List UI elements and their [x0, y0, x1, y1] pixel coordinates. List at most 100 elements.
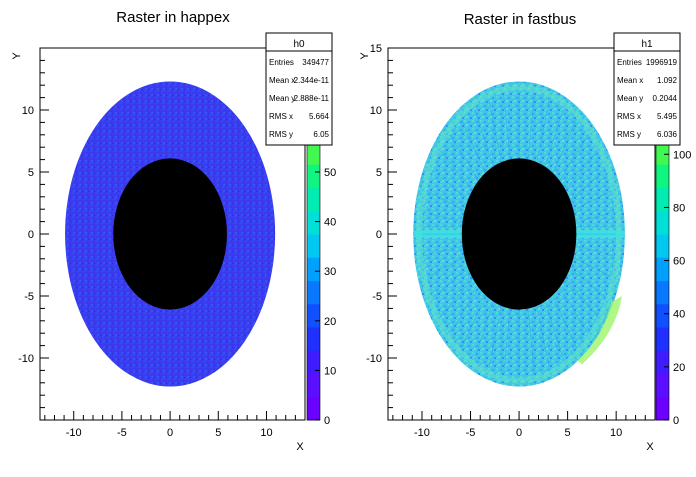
y-tick-label: -5: [372, 291, 382, 303]
colorbar-segment: [307, 164, 320, 188]
colorbar-tick-label: 100: [673, 149, 691, 161]
raster-radial-streak: [422, 211, 463, 223]
panel-fastbus: Raster in fastbus Y X -10 -5 0 5 10 -10 -5 0 5 10…: [359, 11, 691, 453]
raster-hot-region: [577, 296, 622, 365]
raster-radial-streak: [426, 257, 465, 278]
chart-title-fastbus: Raster in fastbus: [464, 11, 577, 28]
colorbar-tick-label: 40: [324, 217, 336, 229]
stats-value: 5.495: [657, 112, 678, 121]
colorbar-segment: [656, 164, 669, 188]
stats-value: 0.2044: [653, 94, 678, 103]
raster-radial-streak: [559, 134, 589, 181]
raster-hole: [461, 158, 577, 310]
colorbar-segment: [656, 327, 669, 351]
x-tick-label: -10: [66, 427, 82, 439]
stats-title: h1: [641, 39, 653, 50]
stats-label: Mean y: [617, 94, 643, 103]
colorbar-segment: [307, 280, 320, 305]
y-tick-label: 10: [370, 105, 382, 117]
raster-radial-streak: [449, 134, 479, 181]
colorbar-segment: [656, 373, 669, 398]
colorbar-segment: [307, 396, 320, 421]
stats-label: RMS x: [617, 112, 641, 121]
y-tick-label: -10: [366, 353, 382, 365]
raster-radial-streak: [461, 295, 486, 348]
colorbar-segment: [656, 257, 669, 281]
colorbar-segment: [656, 303, 669, 328]
colorbar-tick-label: 10: [324, 365, 336, 377]
raster-radial-streak: [575, 211, 616, 223]
colorbar-segment: [656, 141, 669, 165]
panel-happex: Raster in happex Y X -10 -5 0 5 10-10-50510 …: [11, 9, 336, 453]
stats-value: 349477: [302, 58, 329, 67]
x-tick-label: -5: [117, 427, 127, 439]
colorbar-segment: [307, 141, 320, 165]
x-tick-label: 0: [167, 427, 173, 439]
x-tick-label: -10: [414, 427, 430, 439]
raster-radial-streak: [488, 100, 502, 163]
colorbar-tick-label: 50: [324, 167, 336, 179]
raster-radial-streak: [426, 190, 465, 211]
raster-radial-streak: [569, 268, 607, 299]
colorbar-tick-label: 0: [324, 415, 330, 427]
x-tick-label: 0: [516, 427, 522, 439]
raster-radial-streak: [552, 295, 577, 348]
colorbar-segment: [307, 210, 320, 235]
colorbar-segment: [656, 210, 669, 235]
raster-radial-streak: [544, 301, 564, 360]
raster-radial-streak: [527, 95, 535, 160]
x-tick-label: 5: [215, 427, 221, 439]
x-tick-label: 5: [565, 427, 571, 439]
x-tick-label: 10: [610, 427, 622, 439]
colorbar-segment: [307, 373, 320, 398]
raster-radial-streak: [503, 95, 511, 160]
raster-radial-streak: [544, 108, 564, 167]
raster-radial-streak: [565, 278, 599, 317]
stats-value: 5.664: [309, 112, 330, 121]
raster-radial-streak: [440, 278, 474, 317]
y-axis-label-fastbus: Y: [359, 52, 371, 60]
raster-radial-streak: [527, 308, 535, 373]
y-tick-label: 0: [28, 229, 34, 241]
raster-radial-streak: [573, 257, 612, 278]
stats-value: 2.344e-11: [294, 76, 330, 85]
stats-label: RMS y: [269, 130, 293, 139]
y-tick-label: 0: [376, 229, 382, 241]
colorbar-tick-label: 20: [673, 362, 685, 374]
y-tick-label: -10: [18, 353, 34, 365]
y-tick-label: -5: [24, 291, 34, 303]
raster-radial-streak: [569, 169, 607, 200]
y-tick-label: 5: [376, 167, 382, 179]
y-axis-label-happex: Y: [11, 52, 23, 60]
y-tick-label: 5: [28, 167, 34, 179]
stats-label: RMS y: [617, 130, 641, 139]
raster-radial-streak: [573, 190, 612, 211]
x-axis-label-happex: X: [296, 441, 304, 453]
colorbar-segment: [656, 280, 669, 305]
colorbar-segment: [307, 257, 320, 281]
colorbar-tick-label: 40: [673, 309, 685, 321]
raster-radial-streak: [474, 108, 494, 167]
raster-radial-streak: [552, 120, 577, 173]
raster-radial-streak: [461, 120, 486, 173]
stats-value: 6.036: [657, 130, 678, 139]
y-tick-label: 15: [370, 43, 382, 55]
raster-hole: [113, 158, 227, 310]
raster-radial-streak: [422, 245, 463, 257]
colorbar-segment: [307, 187, 320, 212]
stats-value: 1996919: [646, 58, 678, 67]
raster-radial-streak: [565, 151, 599, 190]
colorbar-tick-label: 80: [673, 202, 685, 214]
raster-radial-streak: [474, 301, 494, 360]
y-tick-label: 10: [22, 105, 34, 117]
stats-label: Mean x: [269, 76, 295, 85]
stats-label: Mean x: [617, 76, 643, 85]
raster-radial-streak: [432, 169, 469, 200]
x-tick-label: 10: [260, 427, 272, 439]
raster-radial-streak: [536, 100, 550, 163]
colorbar-tick-label: 60: [673, 256, 685, 268]
raster-radial-streak: [536, 305, 550, 368]
raster-radial-streak: [559, 287, 589, 334]
raster-radial-streak: [575, 245, 616, 257]
